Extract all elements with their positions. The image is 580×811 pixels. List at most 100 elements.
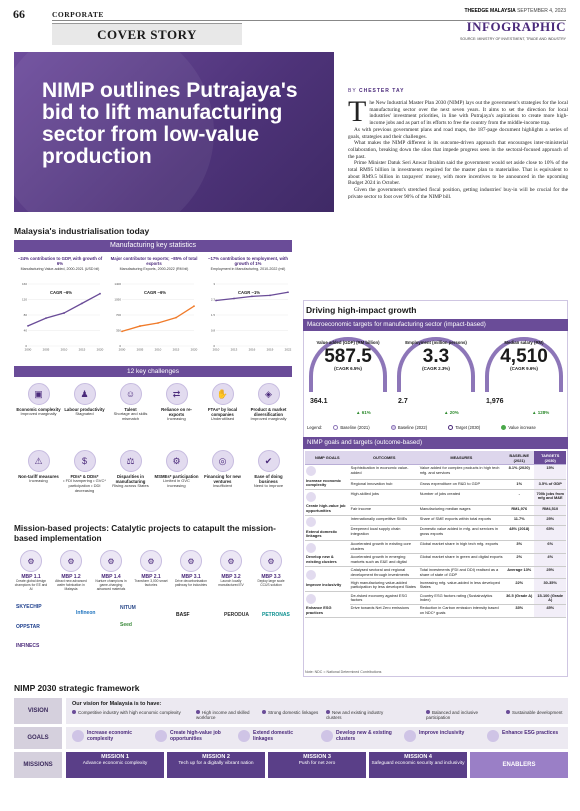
data-point (269, 294, 271, 297)
y-tick-label: 0 (213, 344, 215, 348)
article-paragraph: Prime Minister Datuk Seri Anwar Ibrahim … (348, 160, 568, 187)
challenge-item: ⚙ MSMEs* participation Limited in GVC incr… (154, 450, 199, 489)
partner-logo: Seed (120, 622, 132, 628)
challenge-icon: ⚙ (165, 450, 188, 472)
target-caption: Employment (million persons) (405, 340, 467, 345)
partner-logo: SKYECHIP (16, 604, 42, 610)
partner-logo: NITUM (120, 605, 136, 611)
cover-story-label: COVER STORY (97, 27, 197, 42)
goals-label: GOALS (14, 727, 62, 749)
project-desc: Deploy large scale CCUS solution (257, 579, 285, 587)
x-tick-label: 2005 (43, 348, 50, 352)
macro-target: Value added (GDP) (RM billion) 587.5 (CAGR… (308, 340, 388, 371)
challenge-desc: Underutilised (210, 416, 235, 421)
project-icon: ⚙ (20, 550, 42, 572)
target-caption: Value added (GDP) (RM billion) (316, 340, 380, 345)
baseline-cell: RM1,976 (504, 505, 535, 516)
cover-story-banner: COVER STORY (52, 23, 242, 45)
project-icon: ⚙ (100, 550, 122, 572)
target-cell: 700k jobs from mfg and M&E (534, 489, 566, 506)
target-cell: 15-100 (Grade A) (534, 591, 566, 606)
mission-project: ⚙ MBP 3.3 Deploy large scale CCUS solution (254, 550, 288, 588)
x-tick-label: 2019 (267, 348, 274, 352)
framework-goal-text: Increase economic complexity (87, 730, 133, 742)
legend-item: Baseline (2022) (390, 425, 437, 431)
paper-name: THEEDGE MALAYSIA (464, 8, 516, 14)
mission-project: ⚙ MBP 1.1 Create global design champions f… (14, 550, 48, 591)
col-baseline: BASELINE (2021) (504, 451, 535, 465)
challenge-title: Reliance on re-exports (161, 407, 192, 417)
challenge-desc: Stagnated (75, 411, 94, 416)
outcome-cell: Drive towards Net Zero emissions (349, 604, 419, 618)
goal-cell: Increase economic complexity (305, 464, 350, 491)
legend-item: Baseline (2021) (333, 425, 379, 431)
dropcap: T (348, 95, 367, 128)
macro-target: Employment (million persons) 3.3 (CAGR 2.3… (396, 340, 476, 371)
table-row: Develop new & existing clusters Accelerat… (305, 540, 566, 567)
industrialisation-title: Malaysia's industrialisation today (14, 226, 150, 236)
target-arc (309, 337, 387, 392)
target-caption: Median salary (RM) (504, 340, 544, 345)
y-tick-label: 1050 (114, 298, 121, 302)
y-tick-label: 80 (24, 313, 28, 317)
challenge-desc: Need to improve (253, 483, 284, 488)
challenge-desc: Insufficient (212, 483, 233, 488)
challenge-desc: Limited in GVC increasing (163, 478, 190, 488)
mission-desc: Safeguard economic security and inclusiv… (371, 760, 465, 766)
baseline-cell: 1% (504, 479, 535, 491)
vision-label: VISION (14, 698, 62, 724)
baseline-value: 1,976 (486, 398, 504, 405)
baseline-cell: 3% (504, 540, 535, 554)
col-goals: NIMP GOALS (305, 451, 350, 465)
stat-employment: ~17% contribution to employment, with gr… (204, 256, 292, 361)
framework-goal-text: Develop new & existing clusters (336, 730, 392, 742)
outcome-cell: Fair income (349, 505, 419, 516)
project-desc: Create global design champions for EE an… (14, 579, 48, 591)
challenge-icon: ⇄ (165, 383, 188, 405)
missions-body: MISSION 1 Advance economic complexity MISS… (66, 752, 568, 778)
project-code: MBP 1.4 (101, 574, 121, 580)
table-row: Deepened local supply chain integration D… (305, 525, 566, 542)
challenge-icon: ▣ (27, 383, 50, 405)
target-cagr: (CAGR 2.3%) (422, 366, 450, 371)
data-point (99, 292, 101, 295)
vision-bullet-icon (196, 710, 200, 714)
baseline-cell: 11.7% (504, 515, 535, 526)
source-note: SOURCE: MINISTRY OF INVESTMENT, TRADE AN… (460, 37, 566, 41)
challenge-icon: ⚠ (27, 450, 50, 472)
baseline-cell: 22% (504, 578, 535, 593)
target-cell: 45% (534, 604, 566, 618)
challenge-icon: ☺ (119, 383, 142, 405)
project-desc: Attract new advanced wafer fabrication i… (55, 579, 87, 591)
data-point (63, 312, 65, 314)
mission-project: ⚙ MBP 3.2 Launch locally manufactured EV (214, 550, 248, 588)
legend-item: Value increase (501, 425, 545, 431)
goal-name: Develop new & existing clusters (306, 554, 337, 564)
framework-goal: Create high-value job opportunities (155, 730, 235, 742)
y-tick-label: 0 (119, 344, 121, 348)
goal-icon (404, 730, 416, 742)
framework-title: NIMP 2030 strategic framework (14, 683, 140, 693)
x-tick-label: 2010 (61, 348, 68, 352)
mission-project: ⚙ MBP 2.1 Transform 3,000 smart factories (134, 550, 168, 588)
data-point (233, 297, 235, 300)
mission-title: MISSION 1 (101, 754, 129, 760)
data-point (193, 305, 195, 308)
legend-dot-icon (333, 425, 339, 431)
x-tick-label: 2015 (173, 348, 180, 352)
challenge-desc: Increasing (29, 478, 48, 483)
baseline-cell: 36.5 (Grade A) (504, 591, 535, 606)
project-code: MBP 1.2 (61, 574, 81, 580)
x-tick-label: 2015 (79, 348, 86, 352)
mission-title: MISSION 3 (303, 754, 331, 760)
x-tick-label: 2016 (249, 348, 256, 352)
project-code: MBP 3.1 (181, 574, 201, 580)
challenge-item: ✋ FTAs* by local companies Underutilised (200, 383, 245, 422)
chart-subtitle: Manufacturing Value-added, 2000-2021 (US… (21, 267, 100, 271)
cagr-annotation: CAGR ~6% (144, 290, 166, 295)
article-paragraph-text: he New Industrial Master Plan 2030 (NIMP… (369, 100, 568, 127)
challenge-desc: Shortage and skills mismatch (113, 411, 148, 421)
target-cell: 4% (534, 553, 566, 567)
series-line (27, 293, 101, 327)
framework-goal-text: Enhance ESG practices (502, 730, 559, 736)
